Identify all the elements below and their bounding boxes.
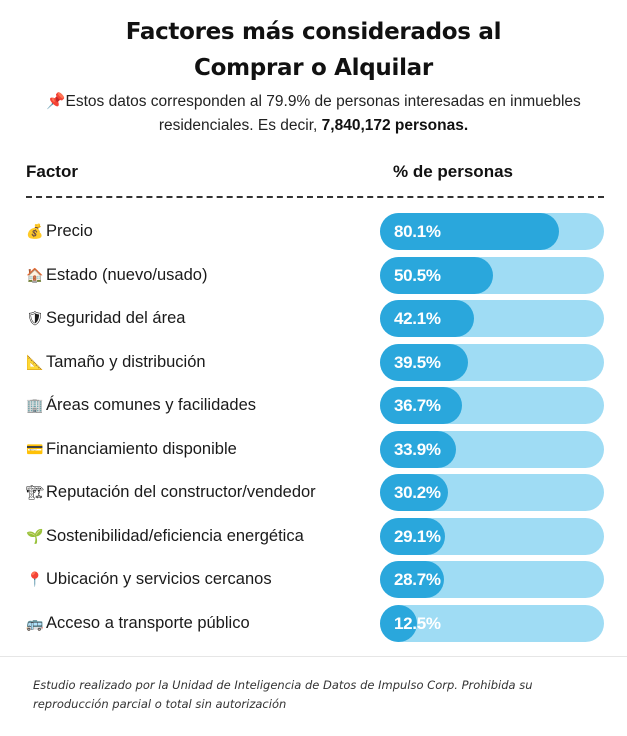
header-factor: Factor <box>26 162 78 181</box>
category-text: Áreas comunes y facilidades <box>46 396 257 414</box>
money-bag-icon: 💰 <box>26 223 44 239</box>
value-label: 36.7% <box>394 396 441 415</box>
bar <box>380 430 456 468</box>
bar <box>380 256 494 294</box>
bar-row: 🏢 Áreas comunes y facilidades 36.7% <box>0 385 627 425</box>
bar-track: 29.1% <box>380 517 604 555</box>
value-label: 33.9% <box>394 439 441 459</box>
bar <box>380 474 448 511</box>
bar <box>380 300 475 337</box>
bar-track: 28.7% <box>380 561 604 598</box>
category-text: Seguridad del área <box>46 309 186 327</box>
bar-row: 🛡 Seguridad del área 42.1% <box>0 298 627 338</box>
category-text: Reputación del constructor/vendedor <box>46 483 316 501</box>
bar-row: 📍 Ubicación y servicios cercanos 28.7% <box>0 559 627 599</box>
value-label: 50.5% <box>394 265 441 285</box>
value-label: 30.2% <box>394 483 441 502</box>
category-label: 💰 Precio <box>26 211 93 251</box>
dashed-divider <box>26 196 604 198</box>
office-building-icon: 🏢 <box>26 397 44 413</box>
note-text: Estos datos corresponden al 79.9% de per… <box>65 93 581 134</box>
category-text: Sostenibilidad/eficiencia energética <box>46 526 304 545</box>
bar-row: 🏗 Reputación del constructor/vendedor 30.2… <box>0 472 627 512</box>
seedling-icon: 🌱 <box>26 527 44 544</box>
bar <box>380 387 463 424</box>
note-highlight: 7,840,172 personas. <box>321 117 469 134</box>
value-label: 28.7% <box>394 570 441 589</box>
shield-icon: 🛡 <box>26 310 44 326</box>
bar-track: 39.5% <box>380 343 604 381</box>
value-label: 42.1% <box>394 309 441 328</box>
category-label: 🏢 Áreas comunes y facilidades <box>26 385 256 425</box>
table-header: Factor % de personas <box>0 162 627 188</box>
construction-crane-icon: 🏗 <box>26 484 44 500</box>
bar-track: 36.7% <box>380 387 604 424</box>
bar <box>380 561 445 598</box>
bar-row: 🏠 Estado (nuevo/usado) 50.5% <box>0 255 627 295</box>
header-percent: % de personas <box>393 162 513 181</box>
bar-track: 42.1% <box>380 300 604 337</box>
bar-row: 📐 Tamaño y distribución 39.5% <box>0 342 627 382</box>
bar-row: 💰 Precio 80.1% <box>0 211 627 251</box>
bar <box>380 604 417 642</box>
category-label: 📐 Tamaño y distribución <box>26 342 206 382</box>
bar-track: 50.5% <box>380 256 604 294</box>
bar <box>380 213 560 250</box>
bar <box>380 517 446 555</box>
title-line-2: Comprar o Alquilar <box>194 55 433 81</box>
map-pin-icon: 📍 <box>26 571 44 587</box>
value-label: 39.5% <box>394 352 441 372</box>
credit-card-icon: 💳 <box>26 440 44 457</box>
category-label: 🏗 Reputación del constructor/vendedor <box>26 472 316 512</box>
category-label: 📍 Ubicación y servicios cercanos <box>26 559 272 599</box>
category-label: 💳 Financiamiento disponible <box>26 429 237 469</box>
category-text: Estado (nuevo/usado) <box>46 265 208 284</box>
category-label: 🌱 Sostenibilidad/eficiencia energética <box>26 516 304 556</box>
data-note: 📌Estos datos corresponden al 79.9% de pe… <box>40 90 587 138</box>
category-text: Financiamiento disponible <box>46 439 237 458</box>
category-label: 🏠 Estado (nuevo/usado) <box>26 255 207 295</box>
category-label: 🚌 Acceso a transporte público <box>26 603 250 643</box>
category-label: 🛡 Seguridad del área <box>26 298 185 338</box>
bar-track: 30.2% <box>380 474 604 511</box>
source-note: Estudio realizado por la Unidad de Intel… <box>33 678 533 711</box>
bar <box>380 343 469 381</box>
category-text: Precio <box>46 222 93 240</box>
category-text: Tamaño y distribución <box>46 352 206 371</box>
house-icon: 🏠 <box>26 266 44 283</box>
triangle-ruler-icon: 📐 <box>26 353 44 370</box>
category-text: Acceso a transporte público <box>46 613 250 632</box>
value-label: 29.1% <box>394 526 441 546</box>
category-text: Ubicación y servicios cercanos <box>46 570 272 588</box>
pushpin-icon: 📌 <box>46 93 66 110</box>
value-label: 12.5% <box>394 613 441 633</box>
footer-divider <box>0 656 627 657</box>
title-line-1: Factores más considerados al <box>125 19 502 45</box>
value-label: 80.1% <box>394 222 441 241</box>
bar-track: 12.5% <box>380 604 604 642</box>
bar-track: 33.9% <box>380 430 604 468</box>
bar-row: 🚌 Acceso a transporte público 12.5% <box>0 603 627 643</box>
bar-track: 80.1% <box>380 213 604 250</box>
chart-title: Factores más considerados al Comprar o A… <box>0 14 627 86</box>
bar-row: 🌱 Sostenibilidad/eficiencia energética 29.… <box>0 516 627 556</box>
bar-row: 💳 Financiamiento disponible 33.9% <box>0 429 627 469</box>
bus-icon: 🚌 <box>26 614 44 631</box>
